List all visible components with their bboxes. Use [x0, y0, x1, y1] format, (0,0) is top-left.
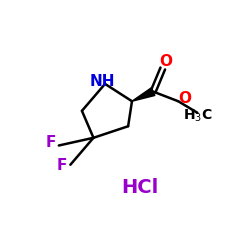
Polygon shape [132, 88, 155, 101]
Text: HCl: HCl [121, 178, 158, 197]
Text: O: O [159, 54, 172, 69]
Text: H$_3$C: H$_3$C [182, 108, 212, 124]
Text: O: O [178, 91, 192, 106]
Text: F: F [46, 135, 56, 150]
Text: F: F [56, 158, 67, 173]
Text: NH: NH [90, 74, 115, 88]
